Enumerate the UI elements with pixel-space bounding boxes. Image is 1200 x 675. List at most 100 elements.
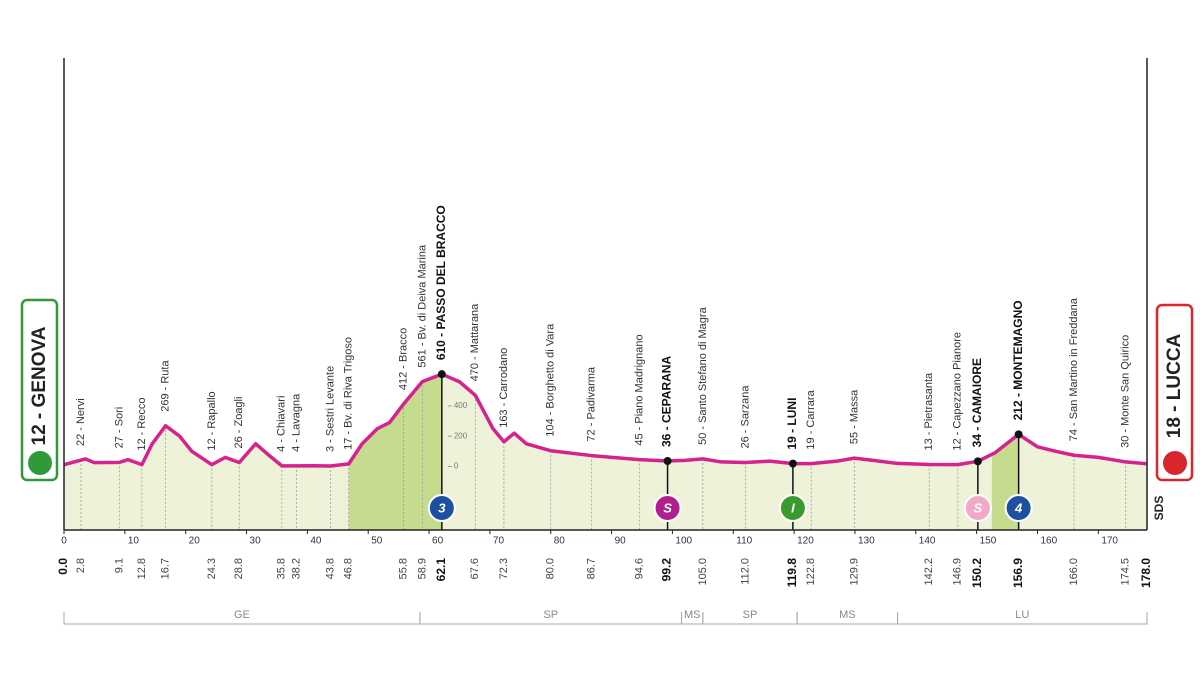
- region-label: SP: [743, 609, 758, 621]
- marker-label: S: [974, 500, 983, 515]
- x-tick-label: 130: [858, 536, 875, 547]
- km-label: 122.8: [805, 558, 817, 586]
- x-tick-label: 140: [919, 536, 936, 547]
- waypoint-label: 27 - Sori: [113, 407, 125, 449]
- waypoint-label: 22 - Nervi: [75, 398, 87, 446]
- marker-label: I: [791, 500, 795, 515]
- region-label: GE: [234, 609, 250, 621]
- region-label: LU: [1015, 609, 1029, 621]
- km-label: 43.8: [324, 558, 336, 579]
- marker-badge: [653, 494, 682, 522]
- km-label: 55.8: [397, 558, 409, 579]
- y-tick-label: 400: [454, 401, 468, 410]
- marker-badge: [1004, 494, 1033, 522]
- x-tick-label: 90: [615, 536, 627, 547]
- waypoint-label: 12 - Rapallo: [206, 391, 218, 450]
- waypoint-label: 12 - Recco: [136, 397, 148, 450]
- waypoint-label: 17 - Bv. di Riva Trigoso: [343, 337, 355, 450]
- km-label: 24.3: [206, 558, 218, 579]
- waypoint-label: 34 - CAMAIORE: [970, 358, 984, 447]
- km-label: 129.9: [848, 558, 860, 586]
- waypoint-dot: [663, 457, 672, 466]
- waypoint-label: 19 - LUNI: [785, 398, 799, 450]
- km-label: 105.0: [697, 558, 709, 586]
- km-label: 38.2: [290, 558, 302, 579]
- x-tick-label: 110: [736, 536, 752, 547]
- finish-label: 18 - LUCCA: [1164, 333, 1185, 438]
- waypoint-label: 50 - Santo Stefano di Magra: [697, 306, 709, 444]
- km-label: 12.8: [136, 558, 148, 579]
- km-label: 178.0: [1139, 558, 1153, 588]
- waypoint-dot: [437, 370, 446, 379]
- km-label: 58.9: [416, 558, 428, 579]
- waypoint-label: 561 - Bv. di Deiva Marina: [416, 244, 428, 368]
- finish-box: [1155, 303, 1194, 482]
- waypoint-label: 30 - Monte San Quirico: [1120, 335, 1132, 448]
- waypoint-label: 104 - Borghetto di Vara: [545, 323, 557, 437]
- region-label: MS: [839, 609, 856, 621]
- km-label: 46.8: [343, 558, 355, 579]
- start-box: [20, 298, 59, 482]
- waypoint-label: 26 - Sarzana: [739, 385, 751, 449]
- km-label: 86.7: [585, 558, 597, 579]
- x-tick-label: 10: [128, 536, 140, 547]
- x-tick-label: 0: [61, 536, 67, 547]
- region-bracket: [897, 612, 1148, 625]
- km-label: 62.1: [434, 558, 448, 582]
- start-icon: [28, 451, 52, 475]
- y-tick-label: 0: [454, 462, 459, 471]
- waypoint-label: 19 - Carrara: [805, 389, 817, 449]
- waypoint-label: 163 - Carrodano: [498, 348, 510, 428]
- waypoint-dot: [1014, 430, 1023, 439]
- waypoint-label: 55 - Massa: [848, 389, 860, 444]
- waypoint-label: 212 - MONTEMAGNO: [1011, 300, 1025, 420]
- y-tick-label: 200: [454, 431, 468, 440]
- finish-icon: [1163, 451, 1187, 475]
- x-tick-label: 80: [554, 536, 566, 547]
- waypoint-label: 269 - Ruta: [160, 360, 172, 412]
- region-label: SP: [543, 609, 558, 621]
- km-label: 174.5: [1120, 558, 1132, 586]
- km-label: 119.8: [785, 558, 799, 588]
- km-label: 28.8: [233, 558, 245, 579]
- start-label: 12 - GENOVA: [29, 326, 50, 445]
- x-tick-label: 160: [1040, 536, 1057, 547]
- x-tick-label: 120: [797, 536, 814, 547]
- marker-badge: [427, 494, 456, 522]
- km-label: 94.6: [633, 558, 645, 579]
- km-label: 150.2: [970, 558, 984, 588]
- waypoint-dot: [788, 459, 797, 468]
- waypoint-label: 412 - Bracco: [397, 328, 409, 390]
- km-label: 99.2: [660, 558, 674, 582]
- x-tick-label: 60: [432, 536, 444, 547]
- waypoint-label: 13 - Pietrasanta: [923, 372, 935, 451]
- km-label: 0.0: [56, 558, 70, 575]
- km-label: 156.9: [1011, 558, 1025, 588]
- marker-label: 4: [1014, 500, 1023, 515]
- waypoint-label: 36 - CEPARANA: [660, 356, 674, 447]
- x-tick-label: 150: [980, 536, 997, 547]
- x-tick-label: 50: [371, 536, 383, 547]
- km-label: 72.3: [498, 558, 510, 579]
- x-tick-label: 30: [250, 536, 262, 547]
- km-label: 80.0: [545, 558, 557, 579]
- marker-badge: [778, 494, 807, 522]
- waypoint-label: 72 - Padivarma: [585, 366, 597, 441]
- waypoint-dot: [973, 457, 982, 466]
- km-label: 146.9: [952, 558, 964, 586]
- climb-area: [348, 374, 442, 530]
- marker-label: S: [663, 500, 672, 515]
- marker-label: 3: [438, 500, 446, 515]
- profile-line: [63, 372, 1148, 468]
- waypoint-label: 470 - Mattarana: [469, 303, 481, 382]
- waypoint-label: 45 - Piano Madrignano: [633, 334, 645, 445]
- x-tick-label: 70: [493, 536, 505, 547]
- km-label: 16.7: [160, 558, 172, 579]
- x-tick-label: 170: [1101, 536, 1118, 547]
- km-label: 67.6: [469, 558, 481, 579]
- waypoint-label: 26 - Zoagli: [233, 397, 245, 449]
- profile-area: [64, 374, 1147, 530]
- km-label: 35.8: [276, 558, 288, 579]
